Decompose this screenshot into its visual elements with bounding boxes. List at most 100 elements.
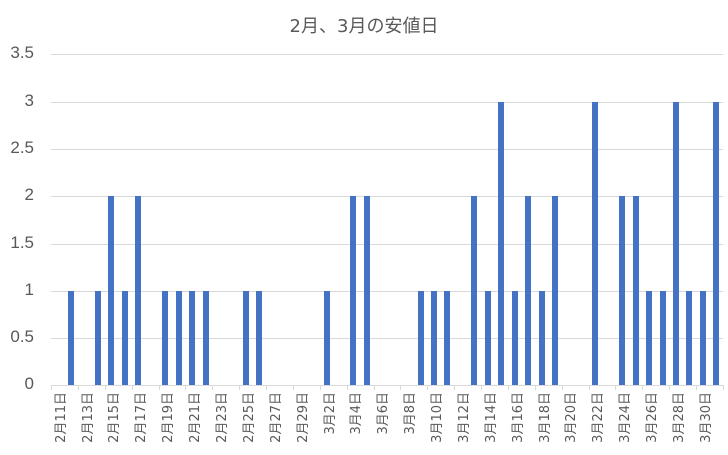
x-tick-mark	[293, 385, 294, 390]
x-tick-mark	[212, 385, 213, 390]
x-tick-label: 3月24日	[618, 392, 634, 443]
y-tick-label: 1.5	[10, 233, 34, 252]
x-tick-mark	[159, 385, 160, 390]
bar	[202, 290, 209, 386]
bar	[256, 290, 263, 386]
bar	[95, 290, 102, 386]
x-tick-label: 3月30日	[698, 392, 714, 443]
bar	[135, 196, 142, 386]
bar	[417, 290, 424, 386]
x-tick-mark	[669, 385, 670, 390]
x-tick-mark	[454, 385, 455, 390]
bar	[323, 290, 330, 386]
chart-title: 2月、3月の安値日	[289, 16, 439, 37]
y-tick-label: 2	[24, 185, 34, 204]
bar	[108, 196, 115, 386]
x-tick-mark	[320, 385, 321, 390]
bar	[363, 196, 370, 386]
y-tick-label: 0	[24, 374, 34, 393]
x-tick-mark	[132, 385, 133, 390]
x-tick-label: 3月20日	[564, 392, 580, 443]
x-tick-label: 3月18日	[537, 392, 553, 443]
bar	[538, 290, 545, 386]
x-tick-mark	[185, 385, 186, 390]
bar	[484, 290, 491, 386]
x-tick-label: 2月19日	[161, 392, 177, 443]
gridline	[51, 102, 723, 103]
bar	[592, 101, 599, 386]
x-tick-mark	[642, 385, 643, 390]
gridline	[51, 244, 723, 245]
bar	[471, 196, 478, 386]
bar	[121, 290, 128, 386]
x-tick-label: 2月15日	[107, 392, 123, 443]
x-tick-mark	[696, 385, 697, 390]
bar	[162, 290, 169, 386]
x-tick-mark	[105, 385, 106, 390]
x-tick-mark	[589, 385, 590, 390]
x-tick-mark	[481, 385, 482, 390]
x-tick-mark	[400, 385, 401, 390]
bar	[498, 101, 505, 386]
x-tick-label: 3月14日	[483, 392, 499, 443]
x-tick-mark	[535, 385, 536, 390]
x-tick-mark	[239, 385, 240, 390]
x-tick-mark	[562, 385, 563, 390]
x-tick-mark	[347, 385, 348, 390]
x-tick-label: 2月27日	[268, 392, 284, 443]
x-tick-label: 2月17日	[134, 392, 150, 443]
bar	[511, 290, 518, 386]
bar	[68, 290, 75, 386]
x-tick-label: 3月28日	[671, 392, 687, 443]
gridline	[51, 149, 723, 150]
gridline	[51, 338, 723, 339]
x-tick-mark	[374, 385, 375, 390]
bar	[444, 290, 451, 386]
x-tick-label: 2月11日	[53, 392, 69, 443]
bar	[175, 290, 182, 386]
y-tick-label: 2.5	[10, 138, 34, 157]
x-tick-mark	[266, 385, 267, 390]
bar	[686, 290, 693, 386]
x-tick-label: 3月6日	[376, 392, 392, 435]
bar	[632, 196, 639, 386]
x-tick-mark	[78, 385, 79, 390]
y-tick-label: 0.5	[10, 327, 34, 346]
bar	[699, 290, 706, 386]
x-axis-line	[51, 385, 723, 386]
gridline	[51, 291, 723, 292]
x-tick-mark	[427, 385, 428, 390]
bar	[189, 290, 196, 386]
gridline	[51, 196, 723, 197]
x-tick-mark	[723, 385, 724, 390]
x-tick-mark	[508, 385, 509, 390]
bar	[242, 290, 249, 386]
x-tick-mark	[51, 385, 52, 390]
bar	[659, 290, 666, 386]
x-tick-label: 2月13日	[80, 392, 96, 443]
x-tick-label: 2月29日	[295, 392, 311, 443]
y-tick-label: 3.5	[10, 43, 34, 62]
x-tick-label: 3月16日	[510, 392, 526, 443]
y-tick-label: 1	[24, 280, 34, 299]
bar	[350, 196, 357, 386]
x-tick-label: 3月26日	[645, 392, 661, 443]
x-tick-label: 3月12日	[456, 392, 472, 443]
x-tick-label: 3月22日	[591, 392, 607, 443]
x-tick-label: 3月4日	[349, 392, 365, 435]
bar	[672, 101, 679, 386]
bar	[552, 196, 558, 386]
gridline	[51, 54, 723, 55]
x-tick-label: 2月23日	[215, 392, 230, 443]
x-tick-mark	[615, 385, 616, 390]
bar	[525, 196, 532, 386]
y-tick-label: 3	[24, 91, 34, 110]
bar	[431, 290, 438, 386]
x-tick-label: 3月8日	[403, 392, 419, 435]
bar	[713, 101, 720, 386]
x-tick-label: 3月2日	[322, 392, 338, 435]
x-tick-label: 2月25日	[241, 392, 257, 443]
bar	[646, 290, 653, 386]
bar	[619, 196, 626, 386]
x-tick-label: 2月21日	[188, 392, 204, 443]
